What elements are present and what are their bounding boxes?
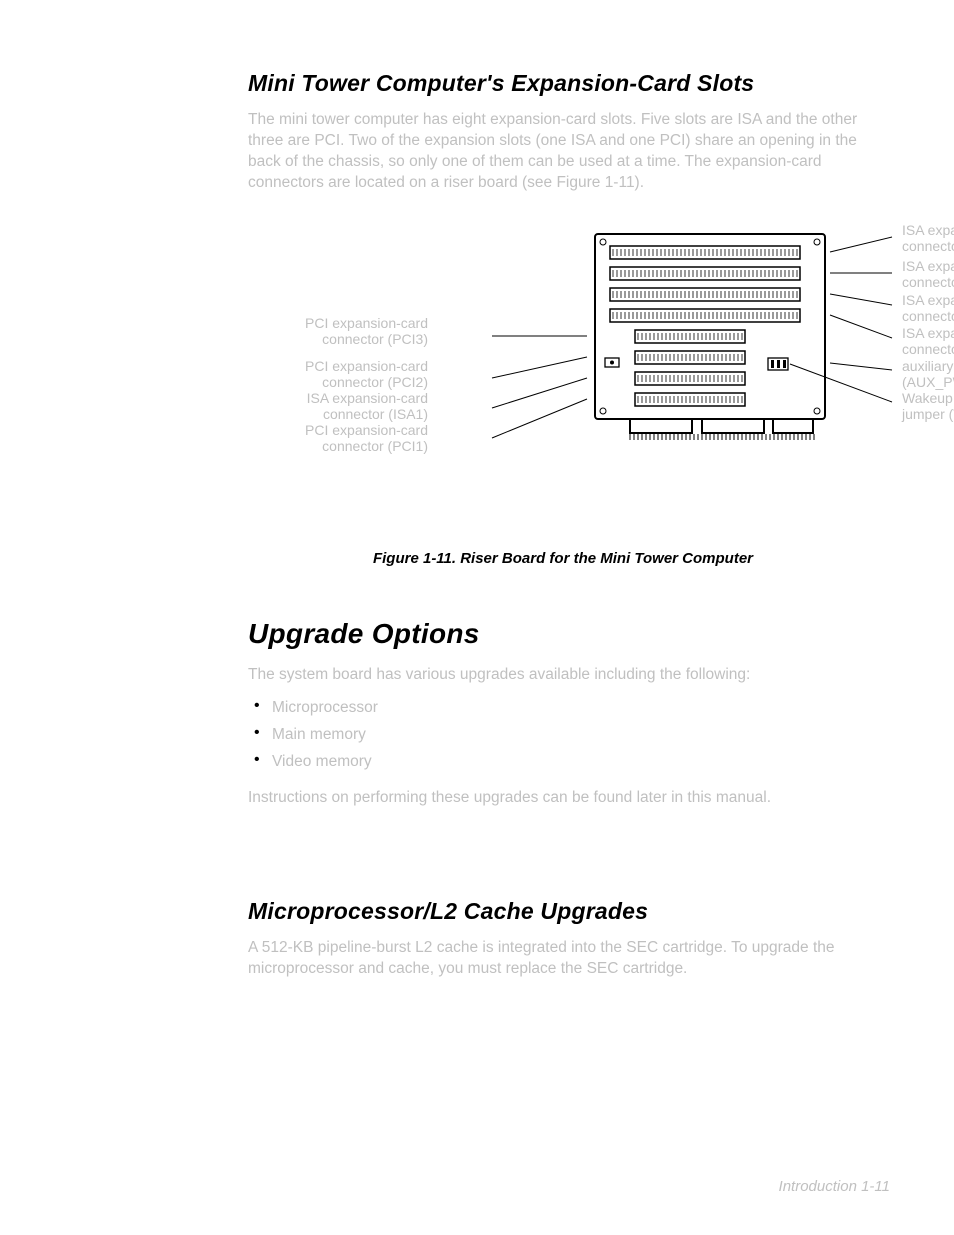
fig-label-isa2: ISA expansion-cardconnector (ISA2) xyxy=(902,325,954,357)
fig-label-isa1: ISA expansion-cardconnector (ISA1) xyxy=(242,390,428,422)
fig-label-wol: Wakeup On LANjumper (WOL) xyxy=(902,390,954,422)
paragraph-upgrade-tail: Instructions on performing these upgrade… xyxy=(248,788,878,809)
fig-label-isa5: ISA expansion-cardconnector (ISA5) xyxy=(902,222,954,254)
fig-label-pci1: PCI expansion-cardconnector (PCI1) xyxy=(242,422,428,454)
fig-label-auxpwr: auxiliary power indicator(AUX_PWR) xyxy=(902,358,954,390)
paragraph-cpu-l2: A 512-KB pipeline-burst L2 cache is inte… xyxy=(248,938,878,980)
bullet-video-memory: Video memory xyxy=(248,752,878,773)
fig-label-isa3: ISA expansion-cardconnector (ISA3) xyxy=(902,292,954,324)
upgrade-bullet-list: Microprocessor Main memory Video memory xyxy=(248,698,878,779)
bullet-main-memory: Main memory xyxy=(248,725,878,746)
riser-board-diagram xyxy=(430,230,896,450)
page-footer: Introduction 1-11 xyxy=(779,1178,890,1195)
heading-cpu-l2: Microprocessor/L2 Cache Upgrades xyxy=(248,898,648,925)
fig-label-isa4: ISA expansion-cardconnector (ISA4) xyxy=(902,258,954,290)
bullet-microprocessor: Microprocessor xyxy=(248,698,878,719)
paragraph-upgrade-options: The system board has various upgrades av… xyxy=(248,665,878,686)
fig-label-pci3: PCI expansion-cardconnector (PCI3) xyxy=(242,315,428,347)
fig-label-pci2: PCI expansion-cardconnector (PCI2) xyxy=(242,358,428,390)
paragraph-expansion-slots: The mini tower computer has eight expans… xyxy=(248,110,878,194)
heading-upgrade-options: Upgrade Options xyxy=(248,618,480,650)
heading-expansion-slots: Mini Tower Computer's Expansion-Card Slo… xyxy=(248,70,754,97)
figure-caption: Figure 1-11. Riser Board for the Mini To… xyxy=(248,550,878,567)
